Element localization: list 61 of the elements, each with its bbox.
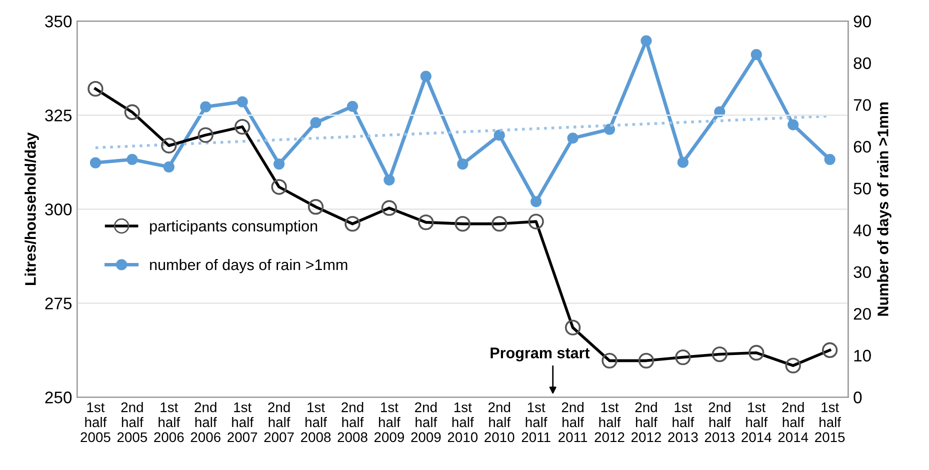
y-tick-label: 350 xyxy=(45,16,72,28)
point xyxy=(494,130,505,141)
point xyxy=(640,35,652,46)
y-tick-label: 250 xyxy=(45,392,72,404)
y2-tick-label: 90 xyxy=(854,16,871,28)
x-tick-label: 2nd half 2005 xyxy=(117,402,148,442)
x-tick-label: 2nd half 2007 xyxy=(264,402,294,442)
x-tick-label: 2nd half 2009 xyxy=(411,402,441,442)
annotation: Program start xyxy=(490,348,590,362)
y2-tick-label: 40 xyxy=(853,224,871,236)
legend-label: number of days of rain >1mm xyxy=(150,258,348,274)
y2-tick-label: 10 xyxy=(854,350,871,362)
y2-tick-label: 70 xyxy=(854,99,871,111)
x-tick-label: 1st half 2011 xyxy=(522,402,550,442)
point xyxy=(677,156,689,168)
x-tick-label: 1st half 2015 xyxy=(815,402,845,442)
x-tick-label: 1st half 2009 xyxy=(374,402,404,442)
x-tick-label: 2nd half 2012 xyxy=(631,402,661,442)
point xyxy=(126,154,138,165)
y2-tick-label: 30 xyxy=(854,266,871,278)
x-tick-label: 2nd half 2013 xyxy=(704,402,735,442)
y2-tick-label: 80 xyxy=(854,57,871,70)
point xyxy=(604,124,616,135)
x-tick-label: 2nd half 2014 xyxy=(778,402,808,442)
point xyxy=(530,196,542,208)
y2-tick-label: 50 xyxy=(854,182,871,194)
point xyxy=(420,70,432,82)
legend-label: participants consumption xyxy=(150,220,318,235)
x-tick-label: 1st half 2005 xyxy=(80,402,110,442)
point xyxy=(457,158,468,170)
point xyxy=(200,101,212,112)
x-tick-label: 1st half 2014 xyxy=(742,402,772,442)
y-tick-label: 300 xyxy=(45,204,72,216)
x-tick-label: 2nd half 2006 xyxy=(190,402,220,442)
x-tick-label: 2nd half 2011 xyxy=(558,402,588,442)
x-tick-label: 1st half 2008 xyxy=(301,402,331,442)
x-tick-label: 1st half 2010 xyxy=(448,402,478,442)
point xyxy=(90,157,102,168)
point xyxy=(824,154,836,165)
point xyxy=(274,158,285,170)
point xyxy=(236,96,248,108)
y2-tick-label: 20 xyxy=(854,308,871,320)
x-tick-label: 2nd half 2010 xyxy=(484,402,514,442)
y2-tick-label: 60 xyxy=(854,140,871,153)
point xyxy=(567,132,578,144)
x-tick-label: 1st half 2013 xyxy=(668,402,698,442)
point xyxy=(310,117,322,128)
y-tick-label: 325 xyxy=(45,110,72,122)
point xyxy=(384,174,395,186)
point xyxy=(163,161,174,173)
point xyxy=(788,119,799,130)
y2-axis-title: Number of days of rain >1mm xyxy=(877,102,892,316)
y-axis-title: Litres/household/day xyxy=(24,132,39,285)
x-tick-label: 1st half 2007 xyxy=(228,402,258,442)
point xyxy=(750,49,762,60)
y-tick-label: 275 xyxy=(45,298,72,310)
y2-tick-label: 0 xyxy=(854,392,862,404)
x-tick-label: 1st half 2012 xyxy=(594,402,624,442)
x-tick-label: 2nd half 2008 xyxy=(338,402,368,442)
x-tick-label: 1st half 2006 xyxy=(154,402,184,442)
point xyxy=(346,100,358,112)
